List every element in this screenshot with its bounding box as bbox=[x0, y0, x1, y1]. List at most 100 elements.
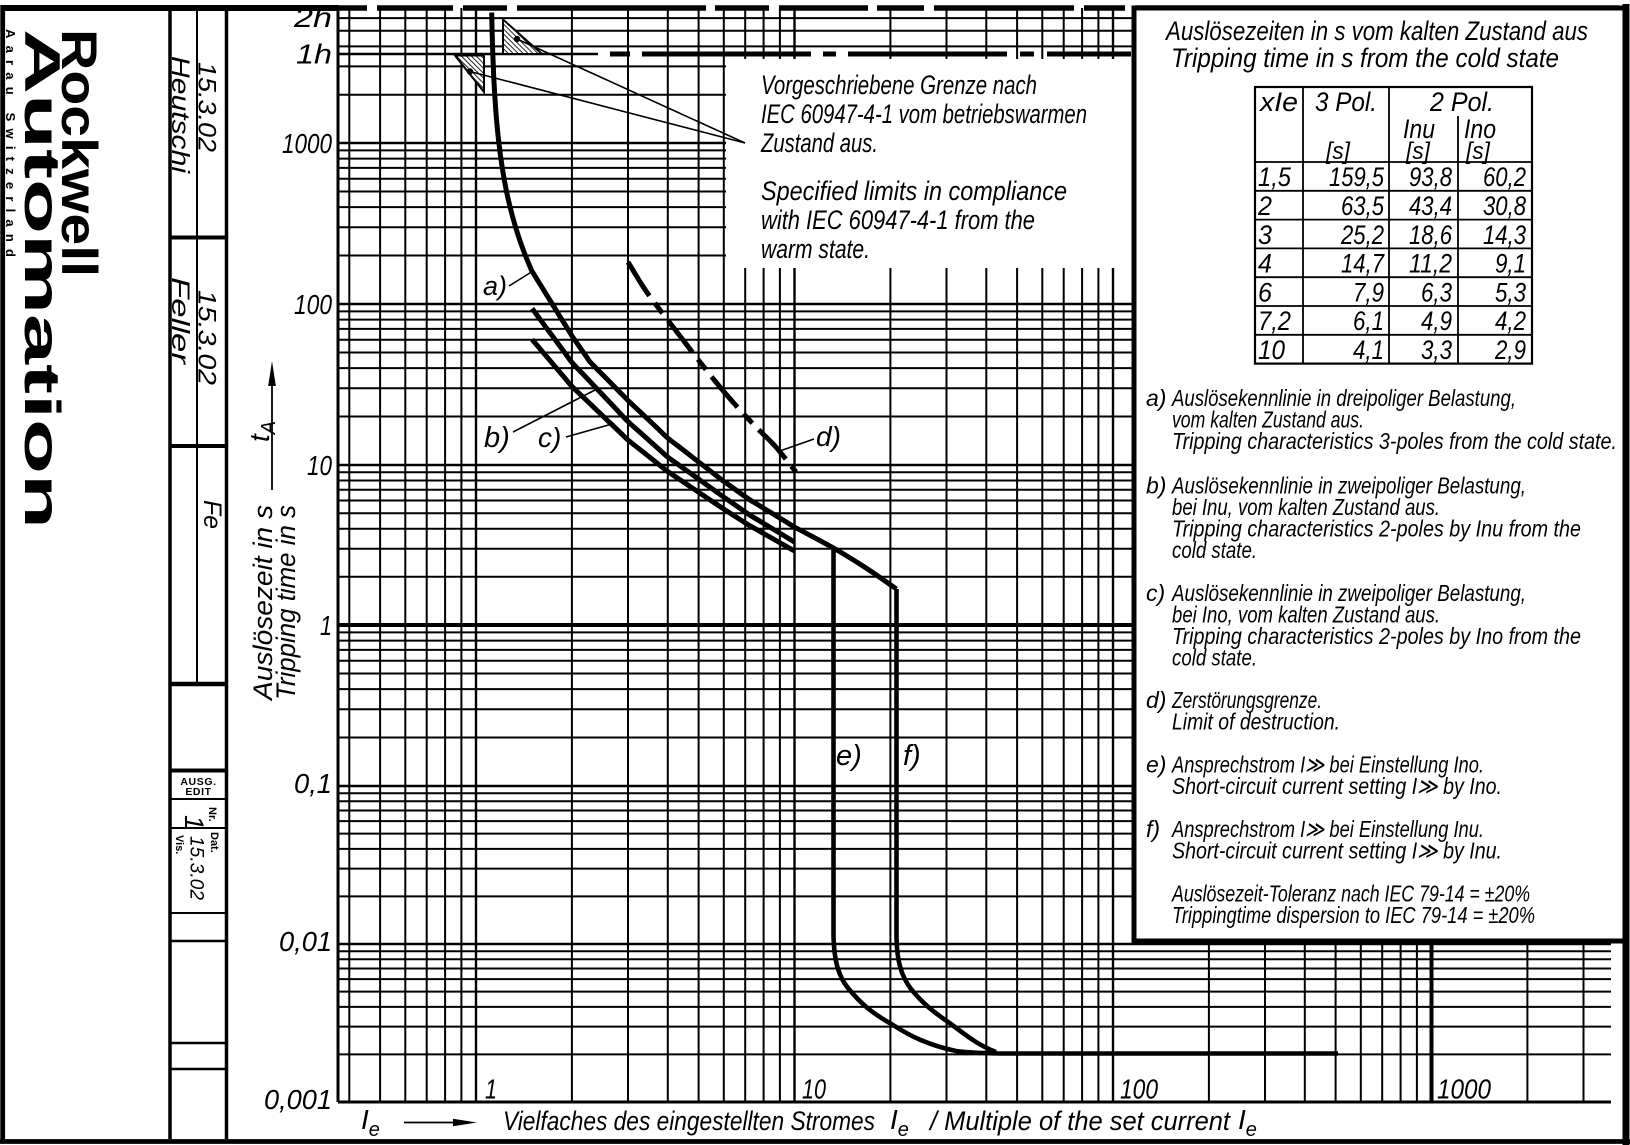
svg-text:Auslösekennlinie in zweipolige: Auslösekennlinie in zweipoliger Belastun… bbox=[1170, 473, 1526, 499]
svg-text:1000: 1000 bbox=[282, 128, 332, 159]
svg-text:9,1: 9,1 bbox=[1495, 249, 1526, 279]
svg-text:Tripping characteristics 2-pol: Tripping characteristics 2-poles by Ino … bbox=[1172, 623, 1581, 649]
svg-text:b): b) bbox=[484, 422, 510, 454]
svg-text:1: 1 bbox=[485, 1074, 497, 1105]
svg-text:0,01: 0,01 bbox=[279, 926, 332, 957]
svg-text:/ Multiple of the set current: / Multiple of the set current bbox=[928, 1106, 1231, 1136]
svg-text:Nr.: Nr. bbox=[206, 807, 218, 822]
svg-text:Zustand aus.: Zustand aus. bbox=[760, 128, 878, 158]
svg-text:e): e) bbox=[1146, 752, 1166, 778]
svg-text:6,3: 6,3 bbox=[1421, 277, 1452, 307]
svg-text:d): d) bbox=[816, 421, 841, 452]
svg-text:4,2: 4,2 bbox=[1495, 306, 1526, 336]
svg-text:Automation: Automation bbox=[14, 29, 70, 529]
svg-text:2,9: 2,9 bbox=[1494, 335, 1526, 365]
svg-text:Short-circuit current setting: Short-circuit current setting I≫ by Inu. bbox=[1172, 838, 1502, 864]
svg-text:3: 3 bbox=[1258, 220, 1272, 250]
svg-text:2: 2 bbox=[1257, 191, 1272, 221]
svg-text:d): d) bbox=[1146, 687, 1166, 713]
svg-text:Auslösekennlinie in zweipolige: Auslösekennlinie in zweipoliger Belastun… bbox=[1170, 580, 1526, 606]
svg-text:1: 1 bbox=[320, 610, 332, 641]
svg-text:xIe: xIe bbox=[1258, 87, 1298, 117]
svg-text:2h: 2h bbox=[293, 2, 332, 33]
svg-text:Ansprechstrom I≫ bei Einstellu: Ansprechstrom I≫ bei Einstellung Ino. bbox=[1170, 752, 1484, 778]
svg-text:25,2: 25,2 bbox=[1340, 220, 1384, 250]
svg-text:14,3: 14,3 bbox=[1483, 220, 1526, 250]
svg-text:[s]: [s] bbox=[1405, 138, 1431, 165]
svg-text:60,2: 60,2 bbox=[1483, 162, 1526, 192]
svg-text:159,5: 159,5 bbox=[1329, 162, 1385, 192]
svg-text:Vielfaches des eingestellten S: Vielfaches des eingestellten Stromes bbox=[503, 1106, 875, 1136]
svg-text:Auslösekennlinie in dreipolige: Auslösekennlinie in dreipoliger Belastun… bbox=[1170, 385, 1516, 411]
svg-text:Limit of destruction.: Limit of destruction. bbox=[1172, 709, 1340, 735]
svg-text:15.3.02: 15.3.02 bbox=[193, 62, 221, 152]
svg-text:bei Inu, vom kalten Zustand au: bei Inu, vom kalten Zustand aus. bbox=[1172, 494, 1440, 520]
svg-text:Vorgeschriebene Grenze nach: Vorgeschriebene Grenze nach bbox=[761, 70, 1037, 100]
svg-text:7,2: 7,2 bbox=[1258, 306, 1291, 336]
svg-text:AUSG.: AUSG. bbox=[180, 776, 216, 788]
svg-text:Ino: Ino bbox=[1464, 114, 1496, 144]
svg-text:Heutschi: Heutschi bbox=[166, 56, 194, 175]
svg-text:c): c) bbox=[1146, 580, 1165, 606]
svg-text:100: 100 bbox=[1120, 1074, 1158, 1105]
svg-text:Feller: Feller bbox=[166, 277, 194, 366]
svg-text:a): a) bbox=[483, 271, 507, 301]
svg-text:vom kalten Zustand aus.: vom kalten Zustand aus. bbox=[1172, 407, 1364, 433]
svg-text:Aarau Switzerland: Aarau Switzerland bbox=[3, 29, 18, 264]
svg-text:1h: 1h bbox=[296, 39, 332, 70]
svg-text:Tripping time in s from the co: Tripping time in s from the cold state bbox=[1171, 43, 1559, 73]
svg-text:1: 1 bbox=[179, 815, 209, 830]
svg-text:Zerstörungsgrenze.: Zerstörungsgrenze. bbox=[1171, 687, 1322, 713]
svg-text:100: 100 bbox=[294, 289, 332, 320]
svg-text:1,5: 1,5 bbox=[1258, 162, 1292, 192]
svg-text:cold state.: cold state. bbox=[1172, 537, 1257, 563]
svg-text:Auslösezeit-Toleranz nach IEC: Auslösezeit-Toleranz nach IEC 79-14 = ±2… bbox=[1170, 881, 1530, 907]
svg-text:a): a) bbox=[1146, 385, 1166, 411]
svg-text:30,8: 30,8 bbox=[1483, 191, 1526, 221]
svg-text:c): c) bbox=[538, 422, 561, 453]
svg-text:Dat.: Dat. bbox=[208, 832, 220, 853]
svg-text:[s]: [s] bbox=[1325, 138, 1351, 165]
svg-text:3 Pol.: 3 Pol. bbox=[1315, 87, 1377, 117]
svg-text:Short-circuit current setting: Short-circuit current setting I≫ by Ino. bbox=[1172, 773, 1502, 799]
svg-text:6: 6 bbox=[1258, 277, 1273, 307]
svg-text:Trippingtime dispersion to IEC: Trippingtime dispersion to IEC 79-14 = ±… bbox=[1172, 902, 1535, 928]
svg-text:3,3: 3,3 bbox=[1421, 335, 1452, 365]
svg-text:Fe: Fe bbox=[198, 500, 226, 529]
svg-text:10: 10 bbox=[307, 450, 332, 481]
svg-text:Rockwell: Rockwell bbox=[51, 29, 107, 277]
svg-text:2 Pol.: 2 Pol. bbox=[1429, 87, 1494, 117]
svg-text:e): e) bbox=[836, 740, 862, 772]
svg-text:warm state.: warm state. bbox=[761, 234, 870, 264]
svg-text:with IEC 60947-4-1 from the: with IEC 60947-4-1 from the bbox=[761, 205, 1035, 235]
svg-text:Inu: Inu bbox=[1403, 114, 1435, 144]
svg-text:10: 10 bbox=[802, 1074, 826, 1105]
svg-text:IEC 60947-4-1 vom betriebswarm: IEC 60947-4-1 vom betriebswarmen bbox=[761, 99, 1087, 129]
svg-text:Tripping characteristics 3-pol: Tripping characteristics 3-poles from th… bbox=[1172, 428, 1617, 454]
svg-text:4: 4 bbox=[1258, 249, 1272, 279]
svg-text:0,1: 0,1 bbox=[294, 768, 332, 799]
svg-text:b): b) bbox=[1146, 473, 1166, 499]
svg-text:4,1: 4,1 bbox=[1353, 335, 1384, 365]
svg-text:Tripping characteristics 2-pol: Tripping characteristics 2-poles by Inu … bbox=[1172, 516, 1581, 542]
svg-text:15.3.02: 15.3.02 bbox=[186, 836, 207, 900]
svg-text:18,6: 18,6 bbox=[1409, 220, 1453, 250]
svg-text:7,9: 7,9 bbox=[1353, 277, 1384, 307]
svg-text:Specified limits in compliance: Specified limits in compliance bbox=[761, 176, 1067, 206]
svg-text:Tripping time in s: Tripping time in s bbox=[271, 505, 301, 700]
svg-text:0,001: 0,001 bbox=[264, 1084, 332, 1115]
svg-text:6,1: 6,1 bbox=[1353, 306, 1384, 336]
svg-text:4,9: 4,9 bbox=[1421, 306, 1452, 336]
svg-text:11,2: 11,2 bbox=[1409, 249, 1452, 279]
svg-text:Auslösezeiten in s vom kalten: Auslösezeiten in s vom kalten Zustand au… bbox=[1164, 16, 1588, 46]
svg-text:f): f) bbox=[1146, 816, 1160, 842]
svg-text:14,7: 14,7 bbox=[1341, 249, 1385, 279]
svg-text:f): f) bbox=[903, 740, 921, 772]
svg-text:93,8: 93,8 bbox=[1409, 162, 1452, 192]
svg-text:43,4: 43,4 bbox=[1409, 191, 1452, 221]
svg-text:cold state.: cold state. bbox=[1172, 645, 1257, 671]
svg-text:15.3.02: 15.3.02 bbox=[193, 290, 221, 385]
svg-text:5,3: 5,3 bbox=[1495, 277, 1526, 307]
svg-text:EDIT: EDIT bbox=[185, 786, 211, 798]
svg-text:1000: 1000 bbox=[1437, 1074, 1491, 1105]
